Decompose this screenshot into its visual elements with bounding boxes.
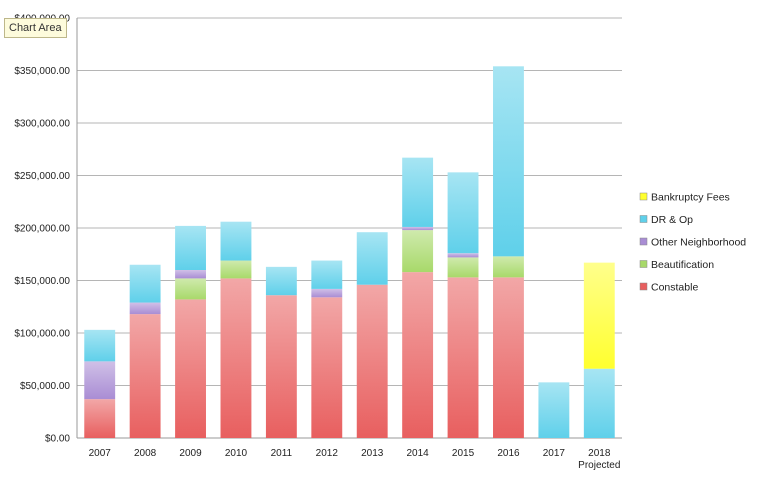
bar-segment[interactable]: [311, 288, 343, 298]
y-tick-label: $200,000.00: [14, 224, 70, 235]
bar-segment[interactable]: [175, 270, 206, 279]
y-tick-label: $300,000.00: [14, 119, 70, 130]
y-axis: $0.00 $50,000.00 $100,000.00 $150,000.00 $20…: [14, 14, 70, 445]
y-tick-label: $100,000.00: [14, 329, 70, 340]
bar-segment[interactable]: [129, 314, 161, 438]
legend-label: DR & Op: [651, 214, 693, 226]
legend-swatch: [639, 192, 648, 201]
grid-layer: [76, 17, 622, 439]
bar-segment[interactable]: [447, 257, 479, 278]
y-tick-label: $350,000.00: [14, 66, 70, 77]
bar-segment[interactable]: [84, 329, 116, 362]
legend-swatch: [639, 215, 648, 223]
bar-segment[interactable]: [129, 264, 161, 303]
x-tick-label: 2010: [225, 448, 248, 459]
bar-segment[interactable]: [356, 284, 388, 438]
bar-segment[interactable]: [175, 299, 206, 438]
bar-segment[interactable]: [220, 278, 252, 438]
bar-segment[interactable]: [265, 295, 297, 438]
bar-segment[interactable]: [220, 260, 252, 279]
legend-label: Bankruptcy Fees: [651, 192, 730, 204]
legend-swatch: [639, 237, 648, 246]
bar-segment[interactable]: [129, 302, 161, 315]
bar-segment[interactable]: [493, 277, 524, 438]
bar-segment[interactable]: [311, 297, 343, 438]
x-tick-label: 2015: [452, 448, 475, 459]
bar-segment[interactable]: [84, 399, 116, 438]
x-tick-label: 2017: [543, 448, 566, 459]
x-tick-label: 2014: [407, 448, 430, 459]
y-tick-label: $150,000.00: [14, 276, 70, 287]
legend-label: Other Neighborhood: [651, 237, 746, 249]
legend-swatch: [639, 282, 648, 291]
bar-segment[interactable]: [175, 225, 206, 270]
legend-label: Constable: [651, 282, 698, 294]
x-tick-label: 2008: [134, 448, 157, 459]
legend-label: Beautification: [651, 259, 714, 271]
bars-layer: [84, 66, 615, 438]
bar-segment[interactable]: [220, 221, 252, 261]
y-tick-label: $0.00: [45, 434, 70, 445]
x-axis: 2007 2008 2009 2010 2011 2012 2013 2014 2015 2016…: [89, 448, 621, 471]
y-tick-label: $250,000.00: [14, 171, 70, 182]
x-tick-label: 2012: [316, 448, 339, 459]
bar-segment[interactable]: [356, 232, 388, 285]
bar-segment[interactable]: [493, 66, 524, 257]
bar-segment[interactable]: [402, 230, 434, 273]
bar-segment[interactable]: [583, 262, 615, 369]
bar-segment[interactable]: [447, 277, 479, 438]
bar-segment[interactable]: [402, 226, 434, 231]
bar-segment[interactable]: [265, 266, 297, 296]
x-tick-label: 2018 Projected: [578, 448, 620, 471]
bar-segment[interactable]: [583, 368, 615, 438]
x-tick-label: 2011: [271, 448, 293, 459]
bar-segment[interactable]: [402, 272, 434, 438]
y-tick-label: $50,000.00: [20, 381, 70, 392]
bar-segment[interactable]: [538, 382, 570, 438]
bar-segment[interactable]: [447, 253, 479, 258]
bar-segment[interactable]: [84, 361, 116, 400]
x-tick-label: 2016: [497, 448, 520, 459]
x-tick-label: 2007: [89, 448, 112, 459]
x-tick-label: 2013: [361, 448, 384, 459]
legend: Bankruptcy Fees DR & Op Other Neighborhood…: [639, 192, 746, 294]
bar-segment[interactable]: [311, 260, 343, 289]
bar-segment[interactable]: [402, 157, 434, 227]
bar-segment[interactable]: [175, 278, 206, 300]
bar-segment[interactable]: [447, 172, 479, 254]
x-tick-label: 2009: [179, 448, 202, 459]
chart-area-tooltip: Chart Area: [4, 18, 67, 38]
legend-swatch: [639, 260, 648, 268]
bar-segment[interactable]: [493, 256, 524, 278]
